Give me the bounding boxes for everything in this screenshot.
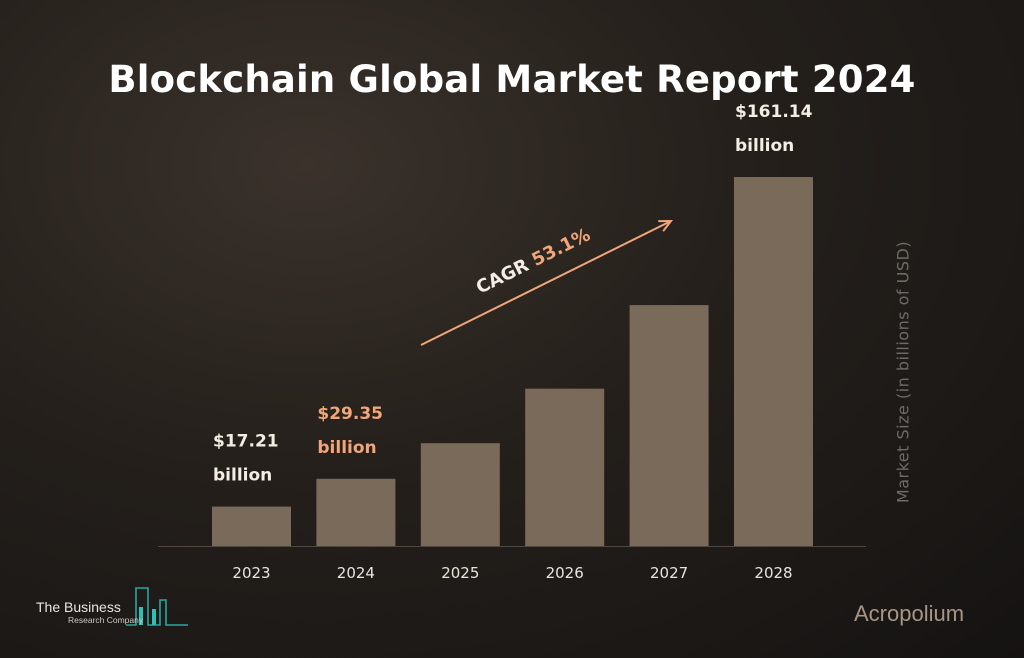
bar-2024 (316, 478, 396, 546)
acropolium-logo: Acropolium (854, 601, 965, 626)
x-tick-2027: 2027 (650, 564, 688, 582)
data-label-2028-unit: billion (735, 136, 794, 156)
x-tick-2023: 2023 (232, 564, 270, 582)
data-label-2028-value: $161.14 (735, 102, 813, 122)
business-research-logo: The Business Research Company (36, 578, 196, 630)
bar-2028 (734, 176, 813, 547)
data-label-2023-unit: billion (213, 466, 272, 486)
data-label-2023-value: $17.21 (213, 432, 279, 452)
bar-2027 (629, 305, 709, 546)
brand-left-name: The Business (36, 599, 121, 615)
cagr-arrow-line (420, 220, 672, 346)
cagr-arrowhead (658, 219, 674, 232)
page-title: Blockchain Global Market Report 2024 (108, 58, 916, 101)
bar-2025 (420, 443, 500, 546)
x-tick-2024: 2024 (337, 564, 375, 582)
cagr-label: CAGR 53.1% (473, 224, 594, 298)
x-tick-2026: 2026 (546, 564, 584, 582)
x-tick-2028: 2028 (754, 564, 792, 582)
data-label-2024-value: $29.35 (317, 404, 383, 424)
x-tick-2025: 2025 (441, 564, 479, 582)
buildings-icon (126, 587, 188, 626)
bar-2023 (212, 506, 291, 546)
y-axis-title: Market Size (in billions of USD) (893, 240, 913, 504)
brand-left-sub: Research Company (68, 615, 144, 625)
bar-2026 (525, 388, 605, 546)
data-label-2024-unit: billion (317, 438, 376, 458)
